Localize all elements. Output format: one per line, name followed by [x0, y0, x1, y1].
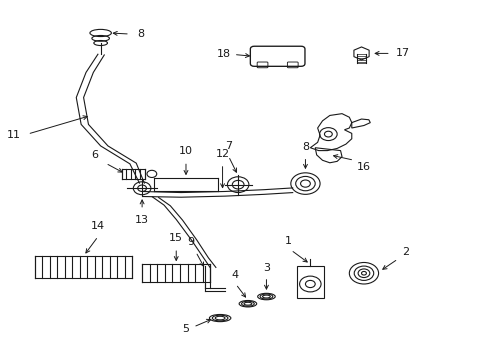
Text: 7: 7 — [224, 141, 231, 151]
Text: 9: 9 — [187, 237, 194, 247]
Text: 8: 8 — [301, 142, 308, 152]
Text: 5: 5 — [182, 324, 189, 334]
Text: 14: 14 — [91, 221, 105, 231]
Text: 17: 17 — [395, 48, 409, 58]
Text: 15: 15 — [169, 234, 183, 243]
Text: 12: 12 — [215, 149, 229, 159]
Text: 10: 10 — [179, 146, 193, 156]
Text: 13: 13 — [135, 215, 149, 225]
Text: 2: 2 — [401, 247, 408, 257]
Text: 3: 3 — [263, 263, 269, 273]
Text: 18: 18 — [217, 49, 231, 59]
Text: 16: 16 — [356, 162, 370, 172]
Text: 4: 4 — [231, 270, 238, 280]
Bar — [296, 266, 324, 298]
Text: 8: 8 — [137, 29, 144, 39]
Text: 1: 1 — [285, 236, 291, 246]
Text: 6: 6 — [91, 149, 98, 159]
Text: 11: 11 — [7, 130, 21, 140]
